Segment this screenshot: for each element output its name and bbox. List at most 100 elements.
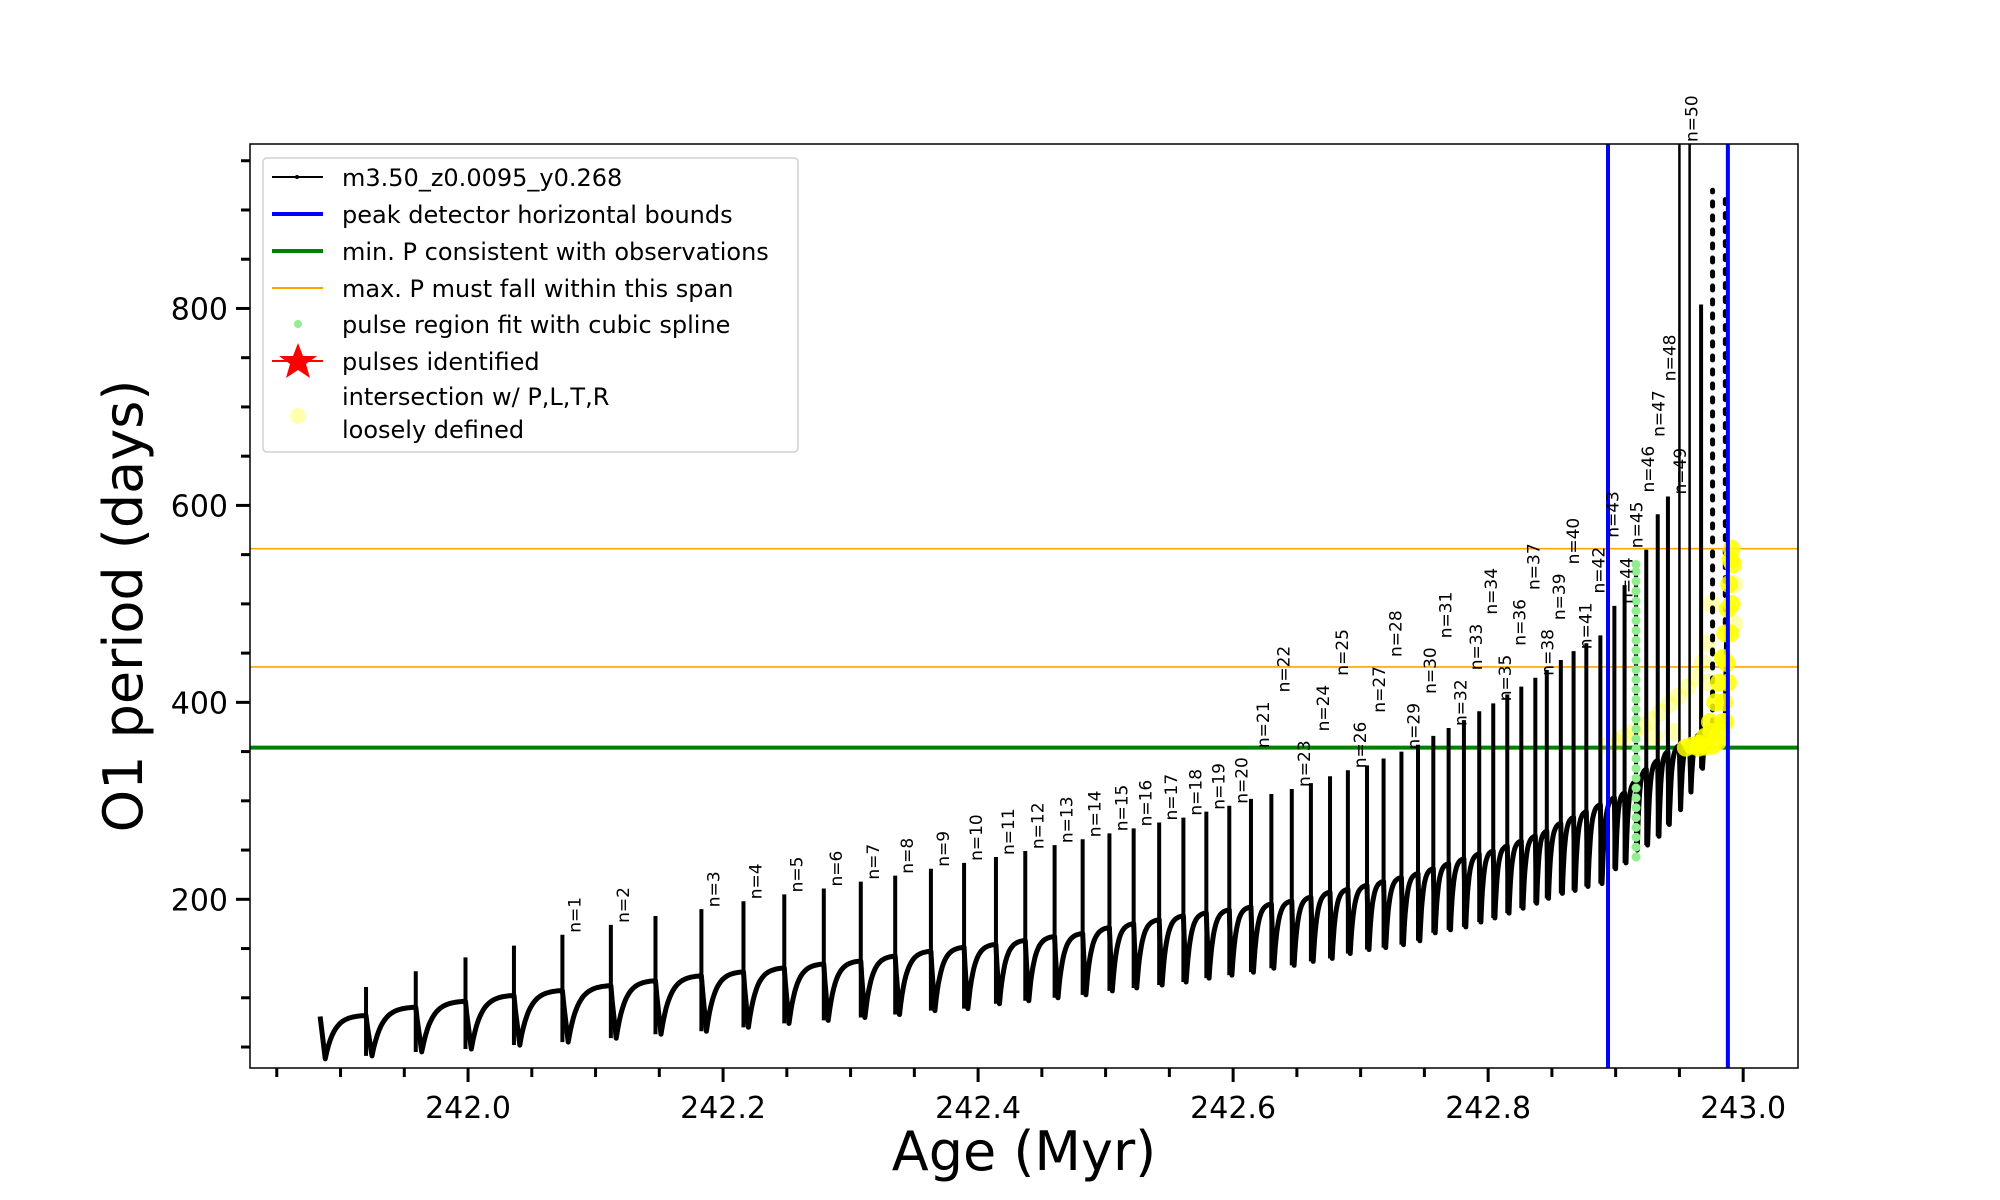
x-tick-label: 242.0 — [425, 1091, 511, 1126]
legend-green-dot-icon — [294, 320, 302, 328]
pulse-label: n=27 — [1370, 666, 1390, 713]
legend-label-line-1: intersection w/ P,L,T,R — [342, 383, 609, 411]
pulse-label: n=42 — [1589, 547, 1609, 594]
spline-point — [1631, 724, 1641, 734]
pulse-label: n=9 — [934, 831, 954, 867]
spline-point — [1631, 773, 1641, 783]
pulse-label: n=3 — [704, 871, 724, 907]
pulse-label: n=19 — [1209, 763, 1229, 810]
pulse-label: n=26 — [1351, 722, 1371, 769]
pulse-label: n=25 — [1333, 629, 1353, 676]
legend-label: pulse region fit with cubic spline — [342, 311, 730, 339]
model-line — [317, 623, 1730, 1062]
legend-item-max-p: max. P must fall within this span — [272, 275, 733, 303]
pulse-label: n=22 — [1274, 646, 1294, 693]
pulse-label: n=30 — [1421, 647, 1441, 694]
pulse-label: n=2 — [614, 887, 634, 923]
pulse-label: n=38 — [1538, 629, 1558, 676]
pulse-label: n=4 — [747, 863, 767, 899]
spline-points — [1631, 559, 1641, 862]
pulse-label: n=40 — [1564, 518, 1584, 565]
bound-lines — [1606, 144, 1730, 1068]
intersection-point — [1678, 678, 1697, 697]
pulse-label: n=18 — [1186, 769, 1206, 816]
spline-point — [1631, 616, 1641, 626]
pulse-label: n=50 — [1682, 95, 1702, 142]
y-tick-label: 800 — [171, 292, 228, 327]
pulse-label: n=31 — [1436, 592, 1456, 639]
pulse-label: n=46 — [1639, 446, 1659, 493]
x-tick-label: 242.2 — [680, 1091, 766, 1126]
pulse-label: n=17 — [1162, 774, 1182, 821]
x-tick-label: 242.8 — [1445, 1091, 1531, 1126]
spline-point — [1631, 734, 1641, 744]
x-tick-label: 242.4 — [935, 1091, 1021, 1126]
spline-point — [1631, 744, 1641, 754]
spline-point — [1631, 714, 1641, 724]
spline-point — [1631, 635, 1641, 645]
y-tick-label: 400 — [171, 686, 228, 721]
pulse-label: n=8 — [898, 838, 918, 874]
spline-point — [1631, 685, 1641, 695]
pulse-label: n=47 — [1649, 390, 1669, 437]
legend-item-pulses: pulses identified — [272, 343, 540, 378]
pulse-label: n=13 — [1058, 796, 1078, 843]
intersection-point — [1721, 624, 1740, 643]
intersection-point — [1722, 539, 1741, 558]
pulse-label: n=12 — [1028, 802, 1048, 849]
spline-point — [1631, 625, 1641, 635]
legend-label: m3.50_z0.0095_y0.268 — [342, 164, 622, 192]
spline-point — [1631, 793, 1641, 803]
pulse-label: n=41 — [1577, 603, 1597, 650]
pulse-label: n=37 — [1524, 543, 1544, 590]
pulse-label: n=15 — [1112, 785, 1132, 832]
reference-lines — [250, 547, 1798, 750]
legend-label: min. P consistent with observations — [342, 238, 769, 266]
spline-point — [1631, 832, 1641, 842]
spline-point — [1631, 645, 1641, 655]
spline-point — [1631, 586, 1641, 596]
spline-point — [1631, 675, 1641, 685]
legend: m3.50_z0.0095_y0.268 peak detector horiz… — [262, 157, 799, 453]
pulse-label: n=21 — [1254, 701, 1274, 748]
plot-frame — [249, 143, 1799, 1069]
legend-label-line-2: loosely defined — [342, 416, 524, 444]
pulse-label: n=23 — [1295, 740, 1315, 787]
x-axis-ticks: 242.0 242.2 242.4 242.6 242.8 243.0 — [275, 1068, 1786, 1126]
spline-point — [1631, 606, 1641, 616]
y-tick-label: 200 — [171, 883, 228, 918]
x-tick-label: 242.6 — [1190, 1091, 1276, 1126]
pulse-label: n=29 — [1404, 703, 1424, 750]
spline-point — [1631, 813, 1641, 823]
pulse-label: n=39 — [1550, 573, 1570, 620]
spline-point — [1631, 665, 1641, 675]
intersection-point — [1669, 687, 1688, 706]
pulse-label: n=49 — [1671, 448, 1691, 495]
pulse-label: n=32 — [1452, 679, 1472, 726]
spline-point — [1631, 596, 1641, 606]
pulse-label: n=5 — [787, 857, 807, 893]
legend-yellow-circle-icon — [290, 408, 306, 424]
spline-point — [1631, 753, 1641, 763]
y-axis-label: O1 period (days) — [92, 380, 155, 833]
legend-dot-icon — [295, 175, 299, 179]
intersection-point — [1689, 738, 1708, 757]
pulse-label: n=16 — [1137, 780, 1157, 827]
legend-item-spline: pulse region fit with cubic spline — [294, 311, 730, 339]
intersection-point — [1702, 722, 1721, 741]
legend-label: pulses identified — [342, 348, 540, 376]
plot-area — [250, 144, 1798, 1068]
legend-label: max. P must fall within this span — [342, 275, 733, 303]
spline-point — [1631, 694, 1641, 704]
spline-point — [1631, 842, 1641, 852]
legend-label: peak detector horizontal bounds — [342, 201, 733, 229]
pulse-label: n=34 — [1482, 568, 1502, 615]
legend-item-intersection: intersection w/ P,L,T,R loosely defined — [290, 383, 609, 444]
pulse-label: n=24 — [1314, 685, 1334, 732]
pulse-label: n=7 — [864, 844, 884, 880]
intersection-point — [1715, 693, 1734, 712]
pulse-label: n=48 — [1661, 335, 1681, 382]
pulse-label: n=6 — [827, 851, 847, 887]
pulse-label: n=28 — [1387, 610, 1407, 657]
